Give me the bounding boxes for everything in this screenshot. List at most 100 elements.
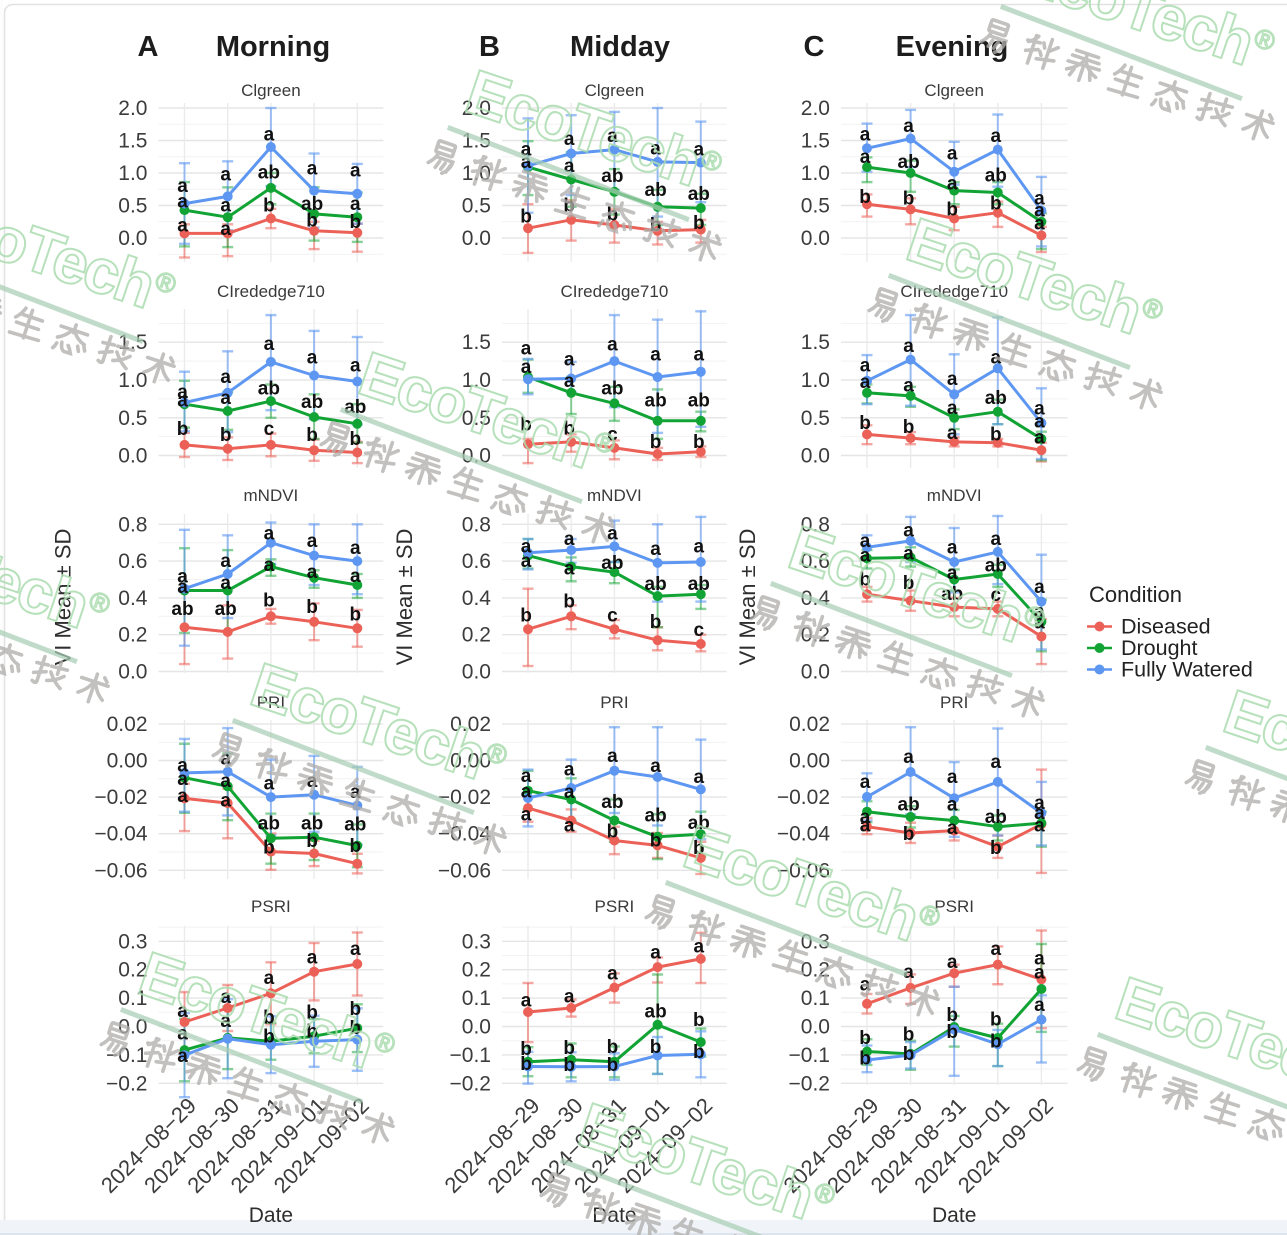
svg-text:a: a [991,752,1002,773]
svg-text:ab: ab [985,556,1007,577]
svg-text:a: a [947,369,958,390]
svg-text:a: a [1034,399,1045,420]
svg-text:−0.2: −0.2 [450,1072,491,1095]
svg-text:a: a [1034,963,1045,984]
svg-text:ab: ab [601,553,623,574]
svg-text:0.0: 0.0 [801,227,830,250]
svg-text:a: a [220,551,231,572]
svg-text:Clgreen: Clgreen [241,81,301,100]
svg-text:a: a [220,164,231,185]
svg-text:a: a [1034,816,1045,837]
svg-text:ab: ab [258,813,280,834]
svg-text:ab: ab [645,390,667,411]
svg-text:Midday: Midday [570,31,670,63]
svg-text:ab: ab [645,180,667,201]
svg-text:a: a [860,546,871,567]
svg-text:PSRI: PSRI [595,897,635,916]
svg-text:2.0: 2.0 [118,97,147,120]
svg-text:0.2: 0.2 [462,959,491,982]
svg-text:0.6: 0.6 [801,550,830,573]
svg-text:b: b [349,605,361,626]
svg-text:0.3: 0.3 [118,930,147,953]
svg-text:a: a [1034,602,1045,623]
svg-text:0.2: 0.2 [118,624,147,647]
svg-text:1.0: 1.0 [462,369,491,392]
svg-text:b: b [349,429,361,450]
svg-text:a: a [860,125,871,146]
svg-text:a: a [650,539,661,560]
svg-text:a: a [564,782,575,803]
svg-text:a: a [350,160,361,181]
svg-text:a: a [307,562,318,583]
svg-text:a: a [264,555,275,576]
svg-text:2.0: 2.0 [801,97,830,120]
svg-text:0.2: 0.2 [801,959,830,982]
svg-text:a: a [947,794,958,815]
svg-text:a: a [220,573,231,594]
svg-text:ab: ab [645,1001,667,1022]
svg-text:a: a [564,350,575,371]
svg-text:a: a [350,356,361,377]
svg-text:b: b [650,831,662,852]
svg-text:0.8: 0.8 [801,513,830,536]
svg-text:ab: ab [258,378,280,399]
svg-text:mNDVI: mNDVI [587,486,642,505]
svg-text:a: a [307,347,318,368]
svg-text:b: b [563,592,575,613]
svg-text:a: a [694,140,705,161]
svg-text:Date: Date [249,1204,293,1227]
svg-text:−0.1: −0.1 [789,1044,830,1067]
svg-text:0.02: 0.02 [107,713,148,736]
svg-text:0.00: 0.00 [450,750,491,773]
svg-text:0.4: 0.4 [462,587,492,610]
svg-text:a: a [264,774,275,795]
svg-text:a: a [947,173,958,194]
svg-text:a: a [607,335,618,356]
svg-text:a: a [564,529,575,550]
svg-text:a: a [991,126,1002,147]
svg-text:1.0: 1.0 [801,162,830,185]
svg-text:ab: ab [688,184,710,205]
svg-text:1.5: 1.5 [801,331,830,354]
svg-text:PRI: PRI [257,693,285,712]
svg-text:b: b [349,1018,361,1039]
svg-text:a: a [694,936,705,957]
svg-text:−0.02: −0.02 [777,786,830,809]
svg-text:a: a [350,538,361,559]
svg-text:a: a [177,382,188,403]
svg-text:−0.04: −0.04 [94,823,147,846]
svg-text:a: a [177,1001,188,1022]
svg-text:ab: ab [301,194,323,215]
svg-text:ab: ab [898,152,920,173]
svg-text:b: b [520,1039,532,1060]
svg-text:a: a [264,334,275,355]
svg-text:0.02: 0.02 [789,713,830,736]
svg-text:b: b [903,417,915,438]
svg-text:a: a [307,771,318,792]
svg-text:1.5: 1.5 [462,331,491,354]
svg-text:ab: ab [301,392,323,413]
svg-text:b: b [349,836,361,857]
svg-text:a: a [220,790,231,811]
svg-text:a: a [607,963,618,984]
svg-text:a: a [860,816,871,837]
svg-text:a: a [1034,201,1045,222]
svg-text:a: a [220,987,231,1008]
svg-text:a: a [607,126,618,147]
svg-text:b: b [520,1054,532,1075]
svg-text:a: a [947,563,958,584]
svg-text:c: c [607,424,618,445]
svg-text:b: b [693,1010,705,1031]
svg-text:a: a [947,423,958,444]
svg-text:b: b [903,188,915,209]
svg-text:a: a [521,781,532,802]
svg-text:CIrededge710: CIrededge710 [217,282,325,301]
svg-text:CIrededge710: CIrededge710 [900,282,1008,301]
svg-text:−0.1: −0.1 [450,1044,491,1067]
svg-text:0.5: 0.5 [801,407,830,430]
svg-text:−0.02: −0.02 [94,786,147,809]
svg-text:B: B [479,31,500,63]
svg-text:0.0: 0.0 [462,661,491,684]
svg-text:b: b [263,1027,275,1048]
svg-text:ab: ab [941,584,963,605]
